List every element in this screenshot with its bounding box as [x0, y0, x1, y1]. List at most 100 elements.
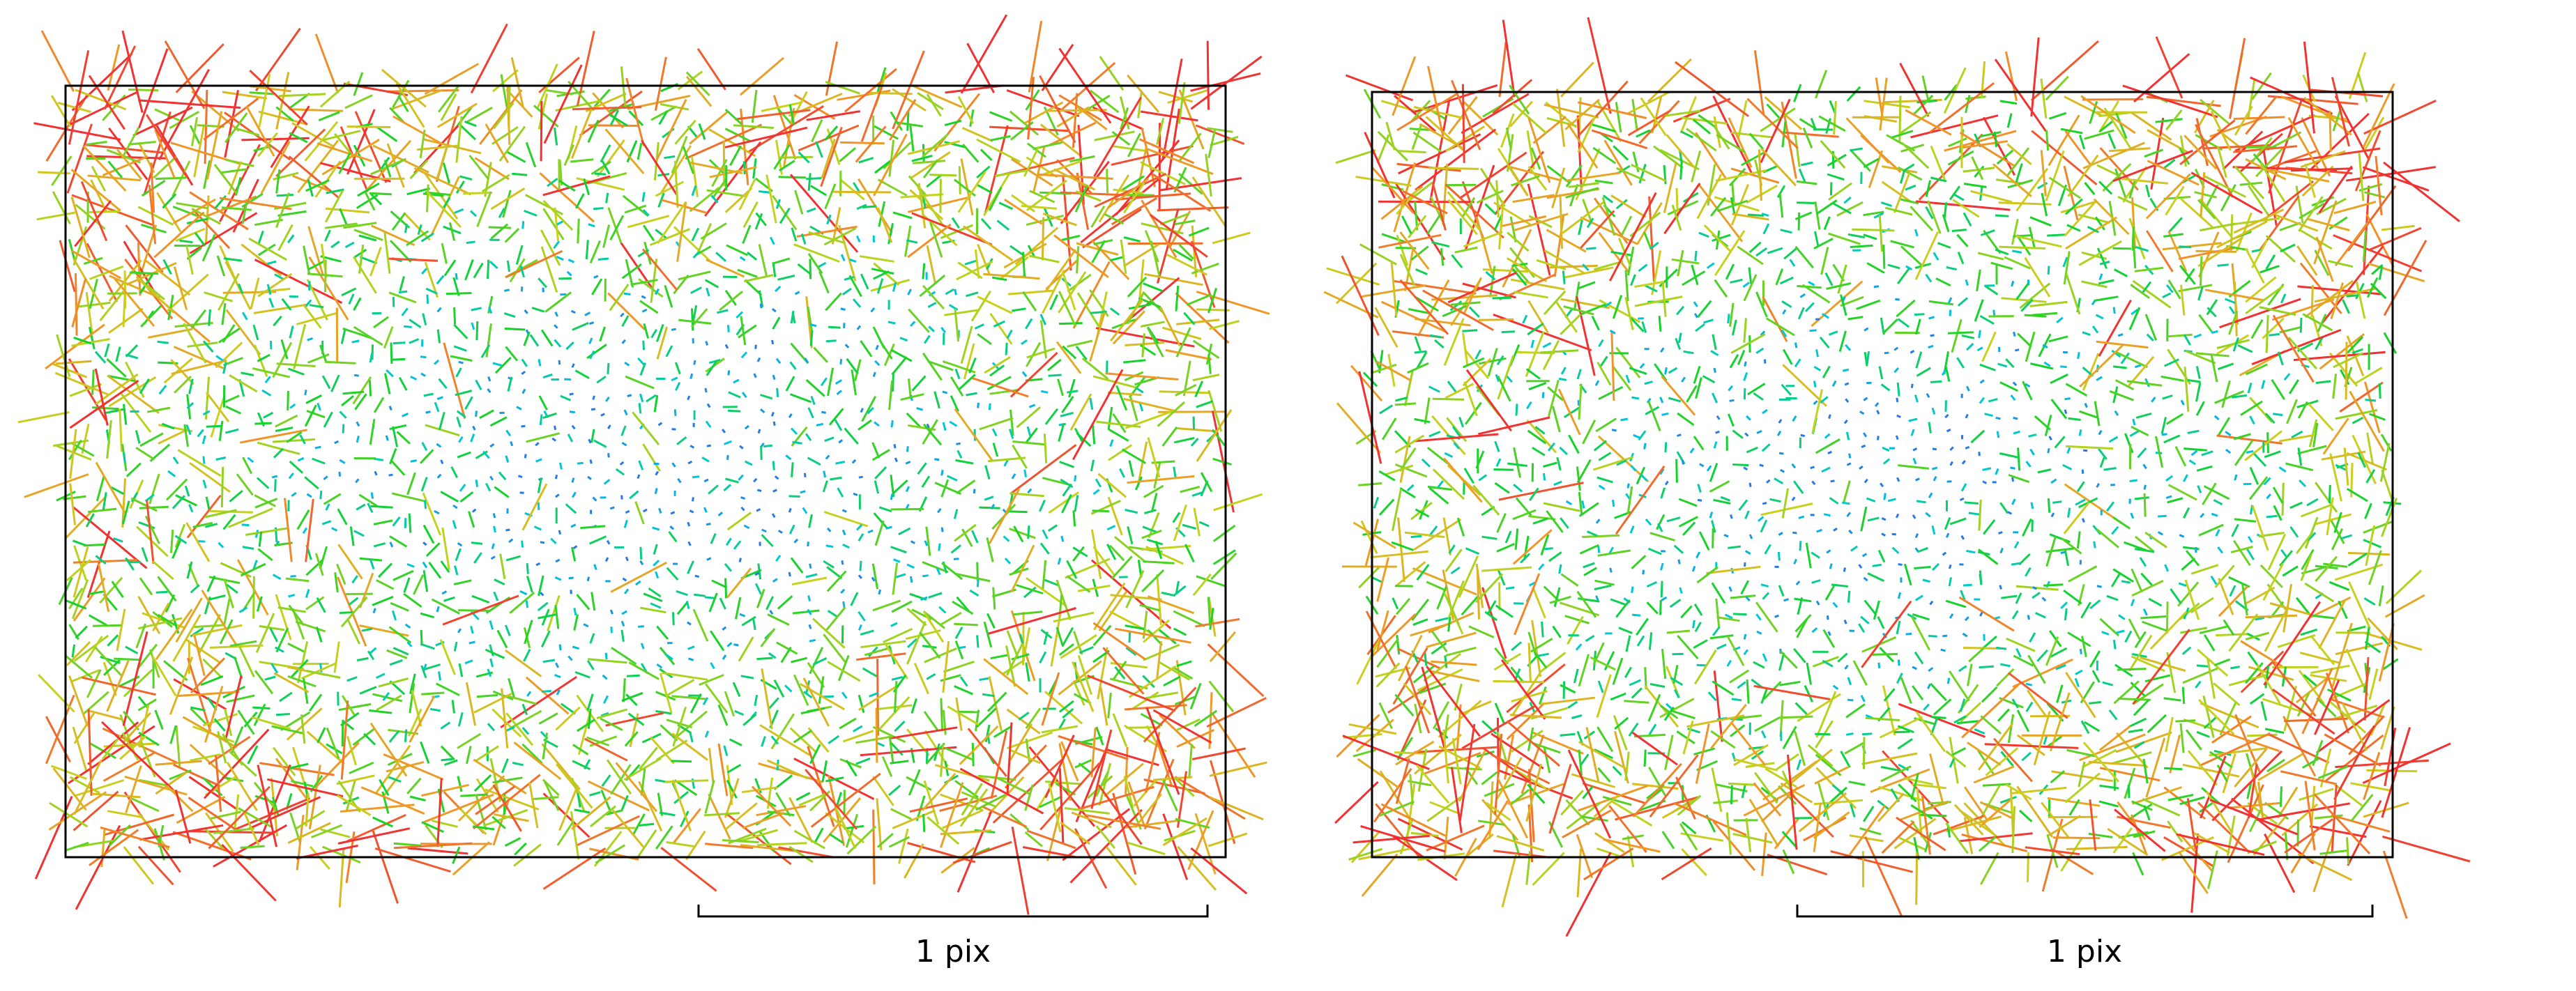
residual-vector — [1060, 535, 1065, 542]
residual-vector — [340, 330, 346, 344]
residual-vector — [627, 394, 632, 397]
residual-vector — [1401, 215, 1412, 234]
residual-vector — [1018, 712, 1030, 721]
residual-vector — [838, 439, 844, 444]
residual-vector — [1003, 459, 1009, 467]
residual-vector — [694, 574, 700, 578]
residual-vector — [1859, 466, 1864, 470]
residual-vector — [2216, 434, 2282, 445]
residual-vector — [1024, 831, 1043, 847]
residual-vector — [342, 719, 355, 730]
residual-vector — [471, 508, 477, 513]
residual-vector — [1442, 305, 1468, 318]
residual-vector — [967, 728, 1007, 777]
residual-vector — [1527, 117, 1551, 183]
residual-vector — [1548, 551, 1562, 562]
residual-vector — [891, 356, 908, 376]
residual-vector — [642, 508, 648, 513]
residual-vector — [828, 408, 844, 426]
residual-vector — [201, 435, 206, 445]
residual-vector — [643, 323, 650, 339]
residual-vector — [1666, 134, 1695, 169]
residual-vector — [531, 307, 545, 313]
residual-vector — [571, 109, 593, 159]
residual-vector — [453, 641, 458, 652]
residual-vector — [2245, 363, 2269, 376]
residual-vector — [929, 174, 957, 177]
residual-vector — [892, 282, 897, 292]
residual-vector — [475, 785, 516, 815]
residual-vector — [1414, 417, 1431, 424]
residual-vector — [2271, 378, 2285, 401]
residual-vector — [1710, 197, 1727, 217]
residual-vector — [821, 410, 826, 414]
residual-vector — [916, 407, 924, 411]
residual-vector — [2285, 462, 2314, 472]
residual-vector — [73, 258, 105, 309]
residual-vector — [2079, 344, 2124, 387]
residual-vector — [169, 769, 192, 781]
residual-vector — [878, 201, 886, 227]
residual-vector — [1111, 130, 1131, 146]
residual-vector — [1900, 144, 1925, 153]
residual-vector — [1412, 433, 1499, 443]
residual-vector — [1492, 79, 1533, 115]
residual-vector — [352, 376, 372, 405]
residual-vector — [625, 77, 645, 146]
residual-vector — [909, 797, 968, 813]
residual-vector — [1713, 367, 1716, 374]
residual-vector — [1759, 463, 1764, 468]
residual-vector — [475, 321, 479, 341]
residual-vector — [572, 106, 642, 111]
residual-vector — [853, 725, 863, 732]
residual-vector — [1498, 482, 1584, 501]
residual-vector — [1042, 213, 1077, 226]
residual-vector — [1568, 434, 1580, 454]
residual-vector — [1663, 183, 1701, 234]
residual-vector — [2132, 418, 2136, 426]
residual-vector — [2048, 176, 2082, 199]
residual-vector — [1175, 383, 1197, 397]
residual-vector — [1728, 385, 1733, 392]
residual-vector — [1010, 158, 1053, 187]
residual-vector — [834, 379, 842, 385]
residual-vector — [1583, 562, 1595, 569]
residual-vector — [1112, 310, 1145, 345]
residual-vector — [422, 192, 444, 197]
residual-vector — [827, 661, 861, 682]
residual-vector — [409, 795, 426, 802]
residual-vector — [2031, 130, 2098, 186]
residual-vector — [1828, 182, 1852, 201]
residual-vector — [2114, 379, 2135, 391]
residual-vector — [588, 658, 627, 664]
residual-vector — [321, 520, 332, 525]
residual-vector — [176, 795, 226, 824]
residual-vector — [591, 278, 603, 295]
residual-vector — [395, 82, 425, 128]
residual-vector — [391, 358, 406, 361]
residual-vector — [1008, 429, 1014, 440]
residual-vector — [322, 130, 361, 141]
residual-vector — [420, 629, 423, 646]
residual-vector — [926, 174, 943, 188]
residual-vector — [480, 344, 491, 358]
residual-vector — [66, 641, 91, 666]
residual-vector — [2099, 147, 2139, 191]
residual-vector — [1415, 268, 1428, 275]
residual-vector — [1062, 483, 1072, 497]
residual-vector — [1546, 229, 1587, 253]
residual-vector — [2098, 273, 2103, 281]
residual-vector — [2160, 375, 2184, 382]
residual-vector — [1895, 513, 1900, 518]
residual-vector — [464, 121, 477, 128]
residual-vector — [1419, 123, 1463, 149]
residual-vector — [1127, 276, 1148, 298]
residual-vector — [665, 345, 673, 358]
residual-vector — [151, 655, 177, 697]
residual-vector — [2251, 72, 2272, 100]
residual-vector — [2230, 546, 2253, 554]
residual-vector — [2117, 333, 2124, 337]
residual-vector — [487, 295, 494, 314]
residual-vector — [485, 482, 491, 492]
residual-vector — [305, 589, 310, 599]
